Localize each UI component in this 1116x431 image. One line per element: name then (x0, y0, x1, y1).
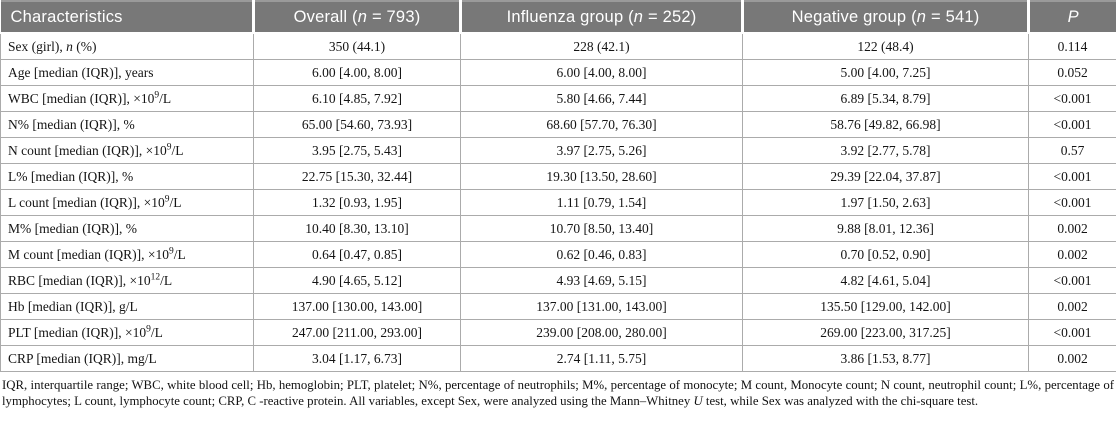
negative-value-cell: 58.76 [49.82, 66.98] (742, 111, 1029, 138)
p-value-cell: 0.002 (1028, 215, 1116, 242)
table-row: M count [median (IQR)], ×109/L 0.64 [0.47… (0, 241, 1116, 268)
table-row: PLT [median (IQR)], ×109/L 247.00 [211.00… (0, 319, 1116, 346)
influenza-value-cell: 0.62 [0.46, 0.83] (460, 241, 743, 268)
p-value-cell: <0.001 (1028, 163, 1116, 190)
influenza-value-cell: 137.00 [131.00, 143.00] (460, 293, 743, 320)
column-header-characteristics: Characteristics (0, 1, 254, 34)
table-row: M% [median (IQR)], % 10.40 [8.30, 13.10] 1… (0, 215, 1116, 242)
characteristic-cell: RBC [median (IQR)], ×1012/L (0, 267, 254, 294)
negative-value-cell: 135.50 [129.00, 142.00] (742, 293, 1029, 320)
negative-value-cell: 5.00 [4.00, 7.25] (742, 59, 1029, 86)
negative-value-cell: 9.88 [8.01, 12.36] (742, 215, 1029, 242)
overall-value-cell: 0.64 [0.47, 0.85] (253, 241, 461, 268)
characteristic-cell: WBC [median (IQR)], ×109/L (0, 85, 254, 112)
table-row: L count [median (IQR)], ×109/L 1.32 [0.93… (0, 189, 1116, 216)
table-footnote: IQR, interquartile range; WBC, white blo… (2, 378, 1114, 408)
column-header-p: P (1027, 1, 1116, 34)
column-header-influenza: Influenza group (n = 252) (459, 1, 743, 34)
negative-value-cell: 269.00 [223.00, 317.25] (742, 319, 1029, 346)
p-value-cell: <0.001 (1028, 189, 1116, 216)
p-value-cell: <0.001 (1028, 111, 1116, 138)
overall-value-cell: 137.00 [130.00, 143.00] (253, 293, 461, 320)
table-body: Sex (girl), n (%) 350 (44.1) 228 (42.1) 122… (0, 32, 1116, 372)
overall-value-cell: 10.40 [8.30, 13.10] (253, 215, 461, 242)
table-row: CRP [median (IQR)], mg/L 3.04 [1.17, 6.73… (0, 345, 1116, 372)
column-header-negative: Negative group (n = 541) (741, 1, 1029, 34)
table-row: Sex (girl), n (%) 350 (44.1) 228 (42.1) 122… (0, 32, 1116, 60)
p-value-cell: 0.002 (1028, 293, 1116, 320)
p-value-cell: 0.114 (1028, 32, 1116, 60)
characteristic-cell: CRP [median (IQR)], mg/L (0, 345, 254, 372)
p-value-cell: <0.001 (1028, 319, 1116, 346)
overall-value-cell: 350 (44.1) (253, 32, 461, 60)
table-row: RBC [median (IQR)], ×1012/L 4.90 [4.65, 5… (0, 267, 1116, 294)
influenza-value-cell: 6.00 [4.00, 8.00] (460, 59, 743, 86)
overall-value-cell: 3.04 [1.17, 6.73] (253, 345, 461, 372)
negative-value-cell: 0.70 [0.52, 0.90] (742, 241, 1029, 268)
characteristic-cell: L% [median (IQR)], % (0, 163, 254, 190)
characteristic-cell: PLT [median (IQR)], ×109/L (0, 319, 254, 346)
negative-value-cell: 3.92 [2.77, 5.78] (742, 137, 1029, 164)
negative-value-cell: 4.82 [4.61, 5.04] (742, 267, 1029, 294)
overall-value-cell: 4.90 [4.65, 5.12] (253, 267, 461, 294)
characteristic-cell: Sex (girl), n (%) (0, 32, 254, 60)
influenza-value-cell: 5.80 [4.66, 7.44] (460, 85, 743, 112)
characteristic-cell: Age [median (IQR)], years (0, 59, 254, 86)
influenza-value-cell: 228 (42.1) (460, 32, 743, 60)
overall-value-cell: 65.00 [54.60, 73.93] (253, 111, 461, 138)
overall-value-cell: 6.10 [4.85, 7.92] (253, 85, 461, 112)
characteristic-cell: Hb [median (IQR)], g/L (0, 293, 254, 320)
influenza-value-cell: 19.30 [13.50, 28.60] (460, 163, 743, 190)
overall-value-cell: 247.00 [211.00, 293.00] (253, 319, 461, 346)
influenza-value-cell: 2.74 [1.11, 5.75] (460, 345, 743, 372)
characteristic-cell: M% [median (IQR)], % (0, 215, 254, 242)
influenza-value-cell: 239.00 [208.00, 280.00] (460, 319, 743, 346)
characteristic-cell: L count [median (IQR)], ×109/L (0, 189, 254, 216)
negative-value-cell: 29.39 [22.04, 37.87] (742, 163, 1029, 190)
characteristic-cell: N% [median (IQR)], % (0, 111, 254, 138)
table-row: N% [median (IQR)], % 65.00 [54.60, 73.93]… (0, 111, 1116, 138)
overall-value-cell: 1.32 [0.93, 1.95] (253, 189, 461, 216)
overall-value-cell: 6.00 [4.00, 8.00] (253, 59, 461, 86)
column-header-overall: Overall (n = 793) (252, 1, 461, 34)
negative-value-cell: 3.86 [1.53, 8.77] (742, 345, 1029, 372)
p-value-cell: 0.002 (1028, 241, 1116, 268)
table-row: WBC [median (IQR)], ×109/L 6.10 [4.85, 7.… (0, 85, 1116, 112)
characteristic-cell: M count [median (IQR)], ×109/L (0, 241, 254, 268)
table-row: Age [median (IQR)], years 6.00 [4.00, 8.0… (0, 59, 1116, 86)
negative-value-cell: 6.89 [5.34, 8.79] (742, 85, 1029, 112)
overall-value-cell: 3.95 [2.75, 5.43] (253, 137, 461, 164)
influenza-value-cell: 4.93 [4.69, 5.15] (460, 267, 743, 294)
table-row: N count [median (IQR)], ×109/L 3.95 [2.75… (0, 137, 1116, 164)
influenza-value-cell: 10.70 [8.50, 13.40] (460, 215, 743, 242)
p-value-cell: <0.001 (1028, 267, 1116, 294)
influenza-value-cell: 68.60 [57.70, 76.30] (460, 111, 743, 138)
negative-value-cell: 1.97 [1.50, 2.63] (742, 189, 1029, 216)
influenza-value-cell: 3.97 [2.75, 5.26] (460, 137, 743, 164)
table-row: Hb [median (IQR)], g/L 137.00 [130.00, 14… (0, 293, 1116, 320)
negative-value-cell: 122 (48.4) (742, 32, 1029, 60)
p-value-cell: 0.57 (1028, 137, 1116, 164)
characteristics-table: Characteristics Overall (n = 793) Influe… (0, 0, 1116, 372)
table-header-row: Characteristics Overall (n = 793) Influe… (0, 1, 1116, 34)
overall-value-cell: 22.75 [15.30, 32.44] (253, 163, 461, 190)
influenza-value-cell: 1.11 [0.79, 1.54] (460, 189, 743, 216)
p-value-cell: 0.002 (1028, 345, 1116, 372)
p-value-cell: 0.052 (1028, 59, 1116, 86)
characteristic-cell: N count [median (IQR)], ×109/L (0, 137, 254, 164)
table-row: L% [median (IQR)], % 22.75 [15.30, 32.44]… (0, 163, 1116, 190)
p-value-cell: <0.001 (1028, 85, 1116, 112)
